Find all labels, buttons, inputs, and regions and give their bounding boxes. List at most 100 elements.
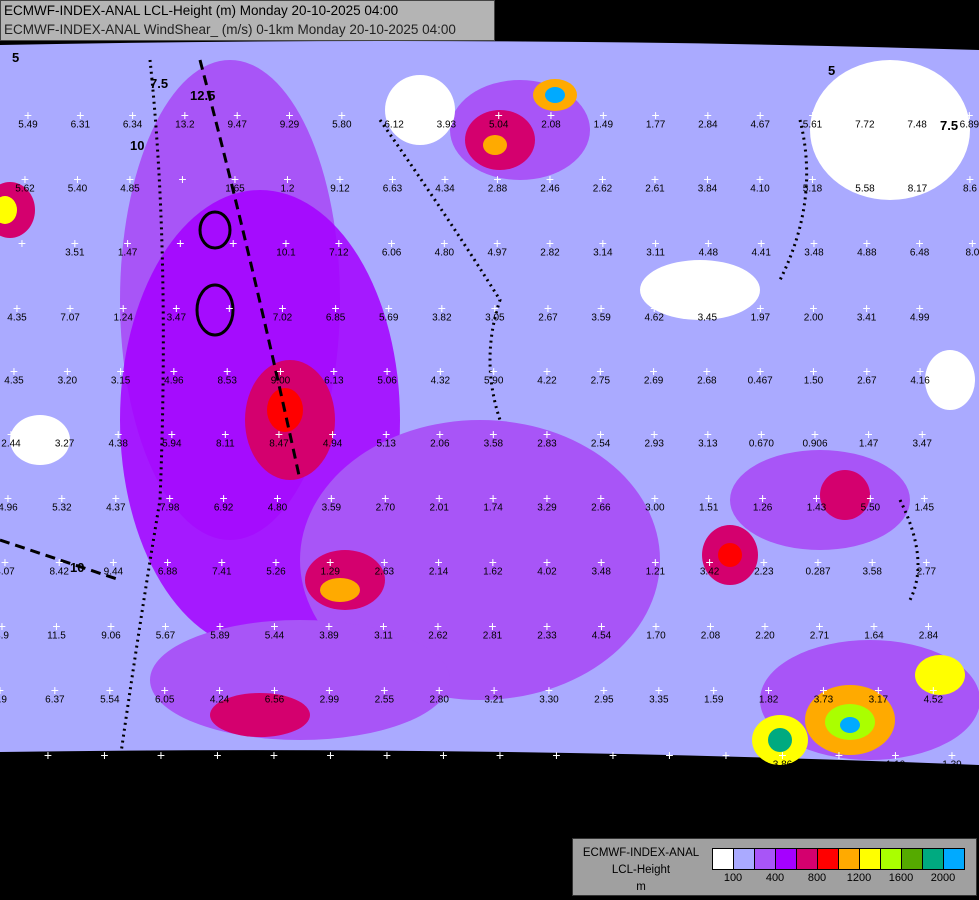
- grid-point-marker: +: [651, 554, 660, 570]
- legend-tick: 400: [765, 872, 785, 884]
- grid-value: 3.15: [110, 375, 131, 387]
- grid-point-marker: +: [819, 682, 828, 698]
- grid-point-marker: +: [778, 747, 787, 763]
- grid-value: 2.46: [540, 183, 560, 195]
- grid-value: 2.14: [428, 566, 449, 578]
- grid-value: 1.65: [225, 183, 245, 195]
- grid-value: 4.88: [857, 247, 877, 259]
- legend-swatch: [923, 849, 944, 869]
- grid-point-marker: +: [542, 554, 552, 570]
- grid-point-marker: +: [756, 300, 765, 316]
- grid-point-marker: +: [488, 554, 497, 570]
- grid-point-marker: +: [650, 171, 660, 187]
- grid-point-marker: +: [172, 300, 181, 316]
- windshear-contours: [0, 59, 920, 761]
- grid-value: 2.00: [803, 312, 824, 324]
- grid-value: 4.37: [106, 502, 126, 514]
- grid-point-marker: +: [916, 363, 925, 379]
- legend-swatch: [776, 849, 797, 869]
- grid-value: 2.70: [375, 502, 396, 514]
- grid-value: 2.69: [643, 375, 664, 387]
- grid-point-marker: +: [325, 682, 334, 698]
- grid-value: 6.05: [154, 694, 175, 706]
- grid-point-marker: +: [160, 682, 169, 698]
- legend-swatch: [797, 849, 818, 869]
- grid-point-marker: +: [542, 363, 552, 379]
- grid-point-marker: +: [105, 682, 114, 698]
- grid-point-marker: +: [703, 107, 712, 123]
- grid-value: 1.77: [645, 119, 666, 131]
- grid-value: 2.01: [429, 502, 449, 514]
- svg-text:7.5: 7.5: [150, 76, 168, 91]
- grid-value: 3.91: [603, 759, 623, 771]
- grid-point-marker: +: [913, 107, 922, 123]
- grid-point-marker: +: [598, 171, 607, 187]
- grid-value: 3.41: [856, 312, 877, 324]
- grid-point-marker: +: [161, 618, 170, 634]
- grid-point-marker: +: [490, 300, 499, 316]
- grid-point-marker: +: [0, 682, 4, 698]
- grid-point-marker: +: [125, 171, 135, 187]
- legend-tick: 1600: [888, 872, 914, 884]
- legend-tick: 100: [723, 872, 743, 884]
- grid-point-marker: +: [66, 300, 75, 316]
- grid-value: 8.0: [965, 247, 979, 259]
- grid-point-marker: +: [545, 171, 555, 187]
- legend-swatch: [860, 849, 881, 869]
- grid-point-marker: +: [109, 554, 118, 570]
- grid-point-marker: +: [764, 682, 773, 698]
- grid-value: 4.99: [909, 312, 930, 324]
- grid-value: 1.51: [698, 502, 719, 514]
- grid-value: 3.89: [319, 630, 339, 642]
- grid-value: 4.07: [0, 566, 15, 578]
- grid-point-marker: +: [812, 490, 821, 506]
- grid-point-marker: +: [128, 107, 137, 123]
- grid-point-marker: +: [598, 235, 607, 251]
- grid-point-marker: +: [119, 300, 128, 316]
- grid-value: 4.9: [0, 630, 9, 642]
- grid-point-marker: +: [703, 300, 712, 316]
- legend-swatch: [944, 849, 964, 869]
- grid-point-marker: +: [552, 747, 561, 763]
- grid-value: 3.20: [57, 375, 78, 387]
- grid-point-marker: +: [12, 300, 22, 316]
- grid-point-marker: +: [165, 490, 174, 506]
- legend-tick: 2000: [930, 872, 956, 884]
- grid-point-marker: +: [542, 618, 552, 634]
- grid-point-marker: +: [337, 107, 346, 123]
- grid-point-marker: +: [114, 426, 123, 442]
- grid-value: 1.47: [858, 438, 879, 450]
- grid-value: 4.48: [698, 247, 719, 259]
- grid-point-marker: +: [834, 747, 844, 763]
- grid-value: 4.54: [591, 630, 612, 642]
- grid-value: 2.33: [537, 630, 557, 642]
- grid-value: 2.44: [1, 438, 21, 450]
- grid-value: 5.58: [855, 183, 875, 195]
- grid-point-marker: +: [223, 363, 232, 379]
- grid-point-marker: +: [596, 426, 605, 442]
- svg-text:12.5: 12.5: [190, 88, 215, 103]
- grid-point-marker: +: [493, 171, 502, 187]
- grid-value: 1.62: [483, 566, 503, 578]
- grid-value: 4.10: [750, 183, 770, 195]
- grid-value: 2.08: [700, 630, 721, 642]
- grid-point-marker: +: [756, 107, 765, 123]
- grid-point-marker: +: [439, 747, 448, 763]
- grid-value: 4.96: [0, 502, 18, 514]
- grid-point-marker: +: [440, 171, 450, 187]
- grid-point-marker: +: [276, 363, 285, 379]
- grid-value: 0.287: [805, 566, 831, 578]
- grid-point-marker: +: [755, 171, 765, 187]
- grid-point-marker: +: [705, 554, 714, 570]
- grid-value: 0.467: [747, 375, 773, 387]
- grid-value: 3.17: [868, 694, 889, 706]
- grid-point-marker: +: [866, 490, 875, 506]
- grid-value: 6.13: [324, 375, 344, 387]
- legend-swatch: [734, 849, 755, 869]
- grid-point-marker: +: [229, 235, 238, 251]
- grid-value: 3.73: [813, 694, 834, 706]
- grid-value: 3.58: [862, 566, 882, 578]
- grid-value: 1.39: [942, 759, 962, 771]
- grid-value: 2.71: [809, 630, 830, 642]
- grid-value: 3.29: [537, 502, 557, 514]
